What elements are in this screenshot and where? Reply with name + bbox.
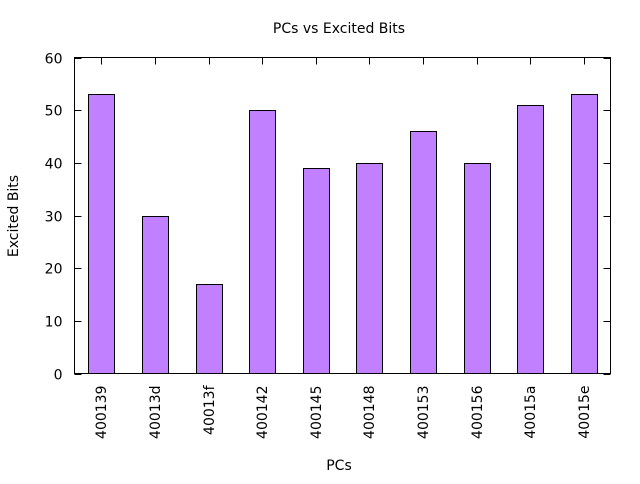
y-tick-label: 0 [54,368,63,384]
bar [464,163,491,374]
bar [571,94,598,374]
bar [196,284,223,374]
plot-frame [74,57,611,374]
bar [88,94,115,374]
bar-series [88,94,598,374]
x-tick-label: 40015a [523,386,539,439]
chart-title: PCs vs Excited Bits [273,21,405,37]
bar [249,110,276,374]
bar [356,163,383,374]
bar [303,168,330,374]
bar [142,216,169,374]
x-tick-label: 400142 [255,386,271,439]
y-axis-label: Excited Bits [6,175,22,257]
x-tick-label: 40013d [148,386,164,439]
x-tick-label: 400145 [309,386,325,439]
x-tick-label: 400148 [362,386,378,439]
y-tick-label: 50 [45,104,63,120]
y-tick-label: 20 [45,262,63,278]
x-tick-label: 400156 [470,385,486,439]
x-axis-label: PCs [326,458,352,474]
bar [410,131,437,374]
y-tick-label: 10 [45,315,63,331]
y-tick-label: 40 [45,157,63,173]
y-axis-ticks: 0 10 20 30 40 50 60 [45,52,611,384]
x-tick-label: 400139 [94,386,110,439]
x-tick-label: 40015e [577,386,593,439]
x-axis-ticks: 400139 40013d 40013f 400142 400145 400148 4001… [94,57,593,439]
y-tick-label: 30 [45,210,63,226]
bar [517,105,544,374]
y-tick-label: 60 [45,52,63,68]
x-tick-label: 40013f [202,384,218,435]
x-tick-label: 400153 [416,386,432,439]
